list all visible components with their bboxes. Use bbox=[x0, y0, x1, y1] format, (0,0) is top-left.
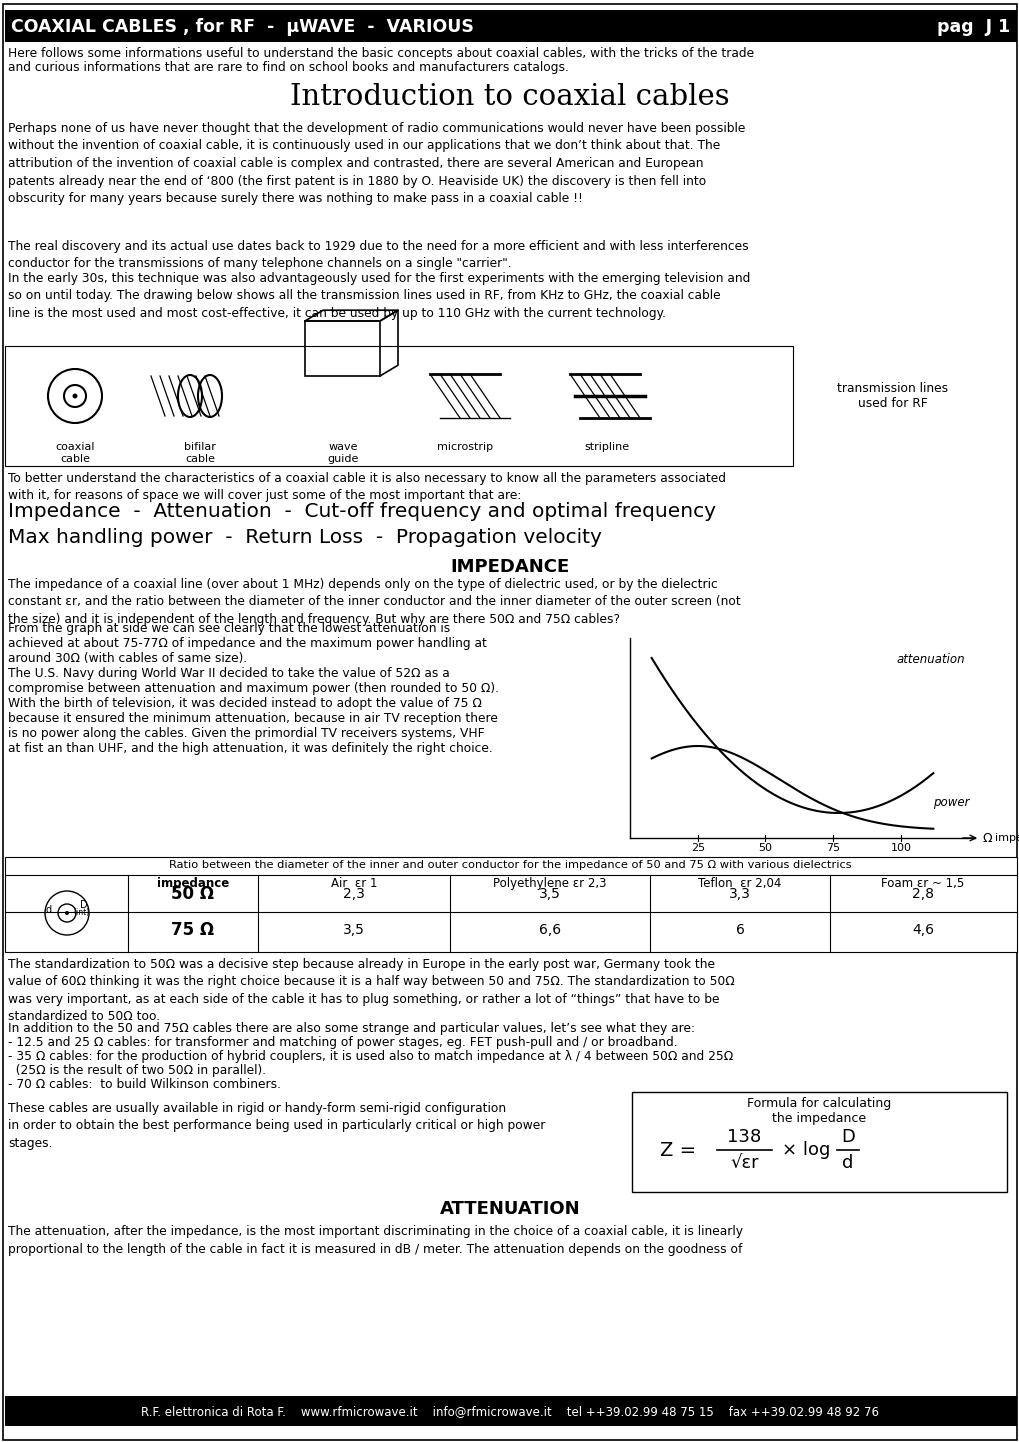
Bar bbox=[632, 1092, 1006, 1193]
Text: pag  J 1: pag J 1 bbox=[935, 17, 1009, 36]
Text: Max handling power  -  Return Loss  -  Propagation velocity: Max handling power - Return Loss - Propa… bbox=[8, 528, 601, 547]
Text: To better understand the characteristics of a coaxial cable it is also necessary: To better understand the characteristics… bbox=[8, 472, 726, 502]
Bar bbox=[5, 1396, 1016, 1426]
Text: The U.S. Navy during World War II decided to take the value of 52Ω as a: The U.S. Navy during World War II decide… bbox=[8, 668, 449, 681]
Text: The impedance of a coaxial line (over about 1 MHz) depends only on the type of d: The impedance of a coaxial line (over ab… bbox=[8, 578, 740, 626]
Text: Formula for calculating
the impedance: Formula for calculating the impedance bbox=[747, 1097, 891, 1125]
Text: wave
guide: wave guide bbox=[327, 443, 359, 463]
Bar bbox=[5, 346, 792, 466]
Bar bbox=[5, 10, 1016, 42]
Text: and curious informations that are rare to find on school books and manufacturers: and curious informations that are rare t… bbox=[8, 61, 569, 74]
Text: (25Ω is the result of two 50Ω in parallel).: (25Ω is the result of two 50Ω in paralle… bbox=[8, 1064, 266, 1077]
Text: The real discovery and its actual use dates back to 1929 due to the need for a m: The real discovery and its actual use da… bbox=[8, 239, 748, 271]
Text: achieved at about 75-77Ω of impedance and the maximum power handling at: achieved at about 75-77Ω of impedance an… bbox=[8, 637, 486, 650]
Text: 25: 25 bbox=[690, 844, 704, 854]
Text: (int): (int) bbox=[73, 907, 90, 917]
Text: 75 Ω: 75 Ω bbox=[171, 921, 214, 939]
Text: COAXIAL CABLES , for RF  -  μWAVE  -  VARIOUS: COAXIAL CABLES , for RF - μWAVE - VARIOU… bbox=[11, 17, 474, 36]
Text: √εr: √εr bbox=[730, 1154, 758, 1172]
Text: With the birth of television, it was decided instead to adopt the value of 75 Ω: With the birth of television, it was dec… bbox=[8, 696, 481, 709]
Bar bbox=[305, 322, 380, 376]
Text: Ratio between the diameter of the inner and outer conductor for the impedance of: Ratio between the diameter of the inner … bbox=[168, 859, 851, 870]
Text: 100: 100 bbox=[890, 844, 910, 854]
Circle shape bbox=[72, 394, 77, 398]
Text: around 30Ω (with cables of same size).: around 30Ω (with cables of same size). bbox=[8, 652, 247, 665]
Text: 6,6: 6,6 bbox=[538, 923, 560, 937]
Text: transmission lines
used for RF: transmission lines used for RF bbox=[837, 382, 948, 410]
Text: microstrip: microstrip bbox=[436, 443, 492, 451]
Text: In the early 30s, this technique was also advantageously used for the first expe: In the early 30s, this technique was als… bbox=[8, 273, 750, 320]
Text: The attenuation, after the impedance, is the most important discriminating in th: The attenuation, after the impedance, is… bbox=[8, 1226, 742, 1256]
Text: 2,3: 2,3 bbox=[342, 887, 365, 901]
Text: - 35 Ω cables: for the production of hybrid couplers, it is used also to match i: - 35 Ω cables: for the production of hyb… bbox=[8, 1050, 733, 1063]
Text: Introduction to coaxial cables: Introduction to coaxial cables bbox=[289, 84, 730, 111]
Text: at fist an than UHF, and the high attenuation, it was definitely the right choic: at fist an than UHF, and the high attenu… bbox=[8, 743, 492, 756]
Text: - 70 Ω cables:  to build Wilkinson combiners.: - 70 Ω cables: to build Wilkinson combin… bbox=[8, 1079, 280, 1092]
Text: Teflon  εr 2,04: Teflon εr 2,04 bbox=[698, 877, 781, 890]
Text: imped.: imped. bbox=[994, 833, 1019, 844]
Text: Impedance  -  Attenuation  -  Cut-off frequency and optimal frequency: Impedance - Attenuation - Cut-off freque… bbox=[8, 502, 715, 521]
Circle shape bbox=[65, 911, 69, 916]
Text: D: D bbox=[81, 900, 88, 910]
Text: d: d bbox=[842, 1154, 853, 1172]
Text: coaxial
cable: coaxial cable bbox=[55, 443, 95, 463]
Text: stripline: stripline bbox=[584, 443, 629, 451]
Text: bifilar
cable: bifilar cable bbox=[183, 443, 216, 463]
Text: 3,5: 3,5 bbox=[342, 923, 365, 937]
Text: Air  εr 1: Air εr 1 bbox=[330, 877, 377, 890]
Text: attenuation: attenuation bbox=[896, 653, 964, 666]
Text: d: d bbox=[46, 906, 52, 916]
Text: The standardization to 50Ω was a decisive step because already in Europe in the : The standardization to 50Ω was a decisiv… bbox=[8, 957, 734, 1024]
Text: ATTENUATION: ATTENUATION bbox=[439, 1200, 580, 1218]
Text: 50 Ω: 50 Ω bbox=[171, 885, 214, 903]
Text: In addition to the 50 and 75Ω cables there are also some strange and particular : In addition to the 50 and 75Ω cables the… bbox=[8, 1022, 694, 1035]
Text: 2,8: 2,8 bbox=[911, 887, 933, 901]
Text: D: D bbox=[841, 1128, 854, 1146]
Text: power: power bbox=[932, 796, 969, 809]
Bar bbox=[5, 857, 1016, 952]
Text: 50: 50 bbox=[758, 844, 771, 854]
Text: compromise between attenuation and maximum power (then rounded to 50 Ω).: compromise between attenuation and maxim… bbox=[8, 682, 498, 695]
Text: From the graph at side we can see clearly that the lowest attenuation is: From the graph at side we can see clearl… bbox=[8, 622, 449, 634]
Text: R.F. elettronica di Rota F.    www.rfmicrowave.it    info@rfmicrowave.it    tel : R.F. elettronica di Rota F. www.rfmicrow… bbox=[141, 1406, 878, 1419]
Text: 138: 138 bbox=[727, 1128, 761, 1146]
Text: 75: 75 bbox=[825, 844, 840, 854]
Text: 3,3: 3,3 bbox=[729, 887, 750, 901]
Text: These cables are usually available in rigid or handy-form semi-rigid configurati: These cables are usually available in ri… bbox=[8, 1102, 545, 1151]
Text: Foam εr ~ 1,5: Foam εr ~ 1,5 bbox=[880, 877, 964, 890]
Text: Perhaps none of us have never thought that the development of radio communicatio: Perhaps none of us have never thought th… bbox=[8, 123, 745, 205]
Text: 6: 6 bbox=[735, 923, 744, 937]
Text: - 12.5 and 25 Ω cables: for transformer and matching of power stages, eg. FET pu: - 12.5 and 25 Ω cables: for transformer … bbox=[8, 1035, 677, 1048]
Text: Z =: Z = bbox=[659, 1141, 695, 1159]
Text: is no power along the cables. Given the primordial TV receivers systems, VHF: is no power along the cables. Given the … bbox=[8, 727, 484, 740]
Text: Here follows some informations useful to understand the basic concepts about coa: Here follows some informations useful to… bbox=[8, 48, 753, 61]
Text: 4,6: 4,6 bbox=[911, 923, 933, 937]
Text: 3,5: 3,5 bbox=[538, 887, 560, 901]
Text: Polyethylene εr 2,3: Polyethylene εr 2,3 bbox=[493, 877, 606, 890]
Text: impedance: impedance bbox=[157, 877, 229, 890]
Text: × log: × log bbox=[782, 1141, 829, 1159]
Text: Ω: Ω bbox=[982, 832, 991, 845]
Text: because it ensured the minimum attenuation, because in air TV reception there: because it ensured the minimum attenuati… bbox=[8, 712, 497, 725]
Text: IMPEDANCE: IMPEDANCE bbox=[450, 558, 569, 575]
